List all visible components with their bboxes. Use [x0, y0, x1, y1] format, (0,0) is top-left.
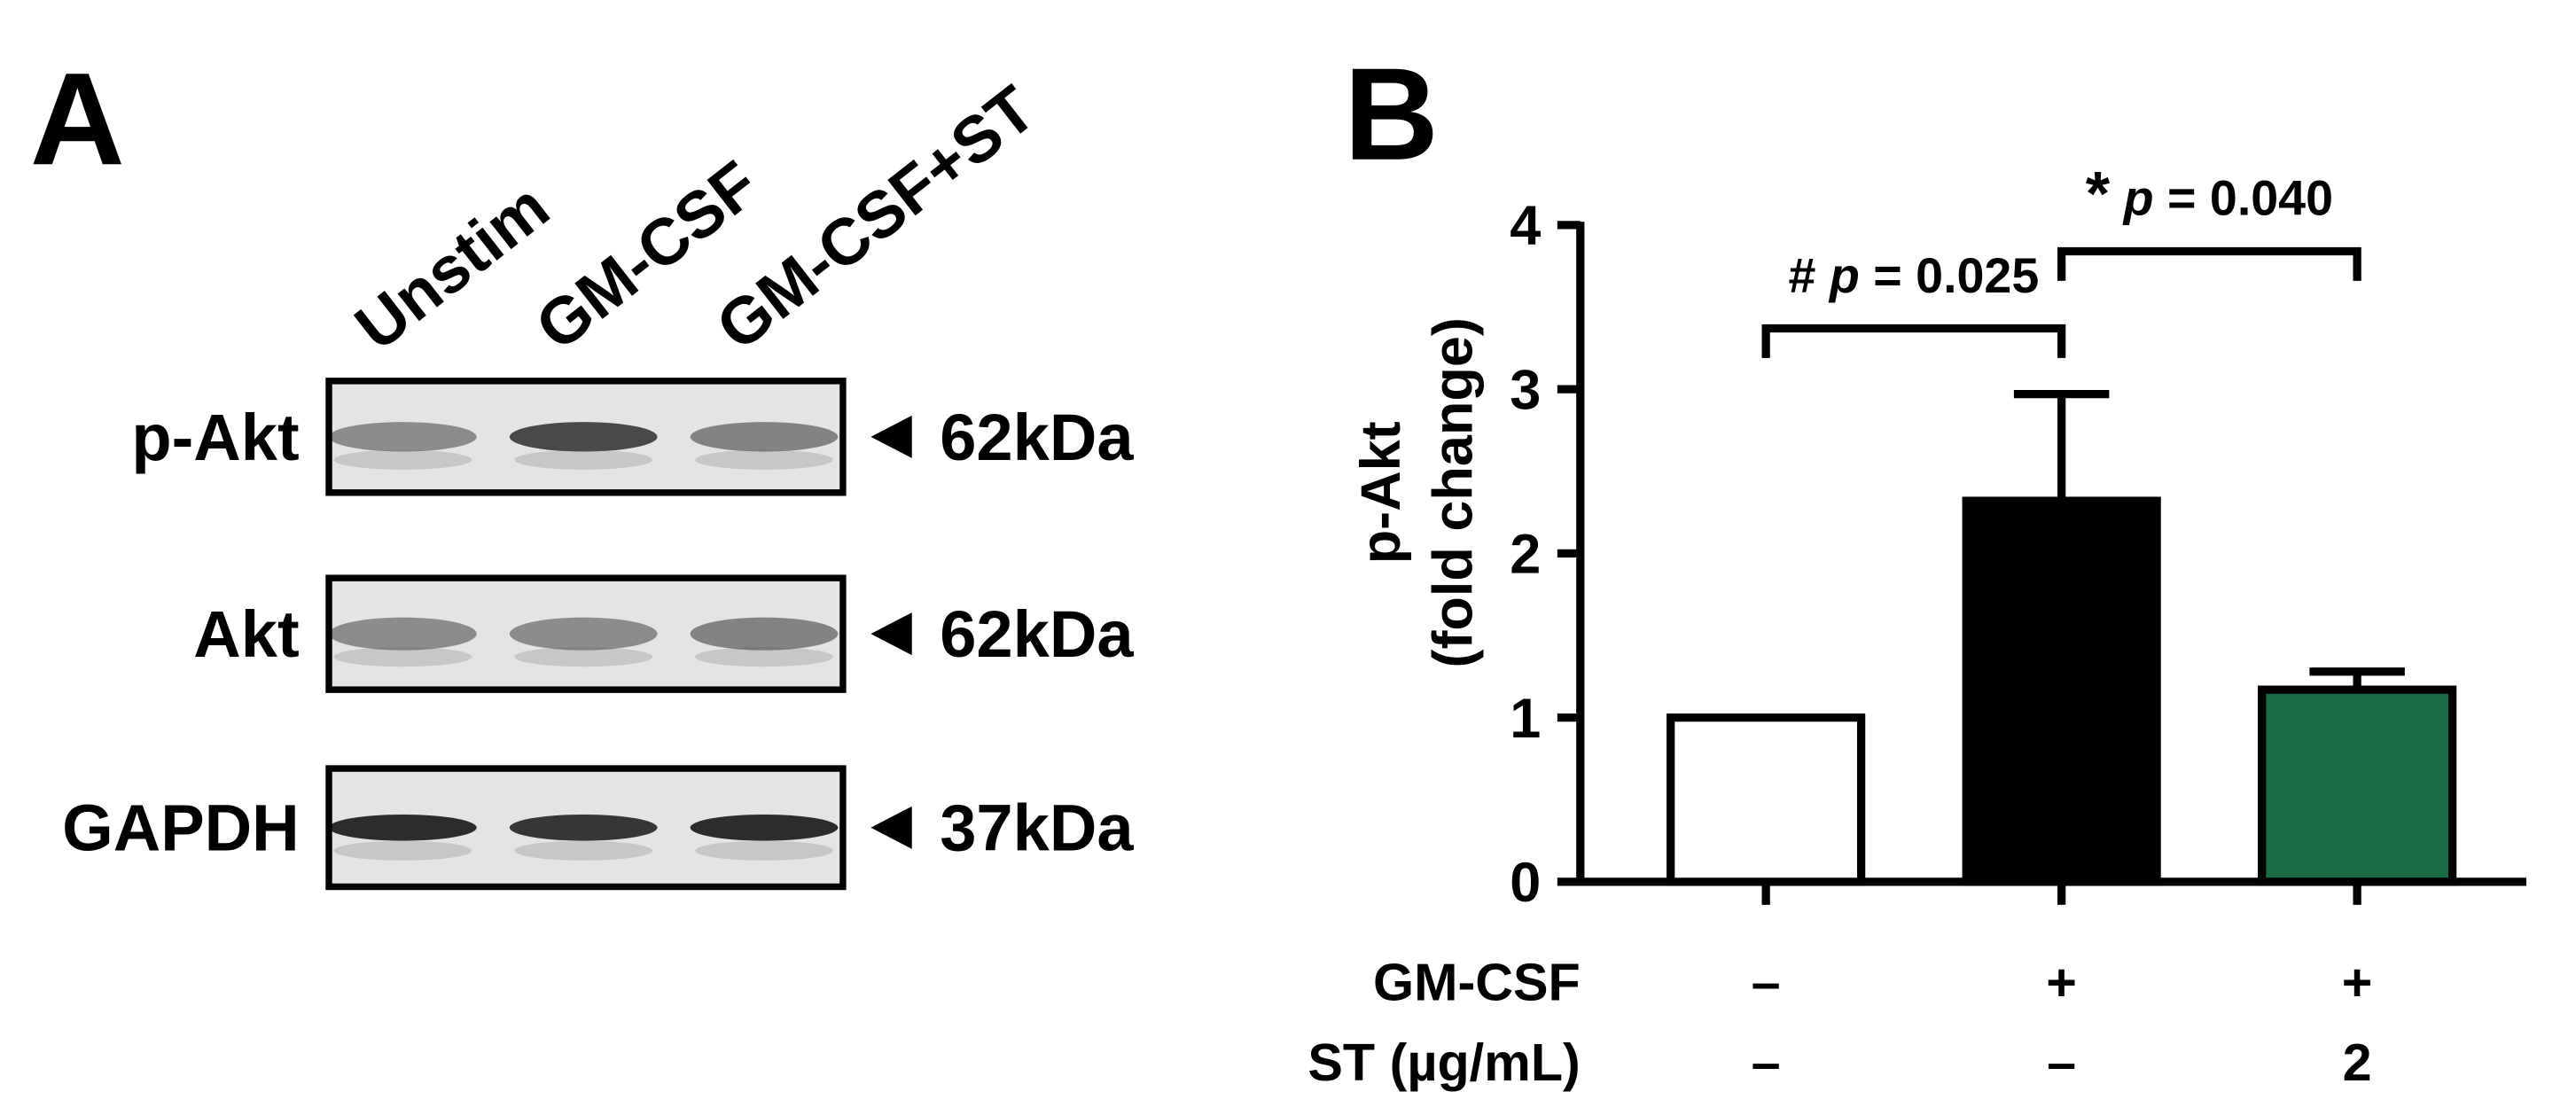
p-value: = 0.040: [2167, 171, 2333, 226]
blot-smear: [514, 449, 652, 470]
significance-symbol: #: [1789, 248, 1816, 303]
blot-band: [690, 422, 839, 452]
y-tick-label: 2: [1510, 524, 1541, 586]
blot-band: [509, 422, 658, 452]
blot-smear: [695, 840, 833, 861]
condition-value: –: [1752, 952, 1781, 1011]
y-axis-label: p-Akt: [1350, 421, 1412, 564]
y-tick-label: 4: [1510, 195, 1541, 257]
protein-label: GAPDH: [62, 791, 300, 865]
blot-smear: [333, 840, 472, 861]
blot-band: [329, 814, 477, 841]
significance-bracket: [1761, 324, 2066, 358]
condition-value: –: [2047, 1033, 2076, 1092]
blot-smear: [514, 646, 652, 667]
bar: [1962, 496, 2161, 886]
blot-smear: [333, 449, 472, 470]
blot-frame: [325, 765, 847, 891]
size-label: 37kDa: [940, 791, 1134, 865]
bar: [2258, 685, 2457, 886]
bar: [1667, 713, 1866, 886]
condition-value: –: [1752, 1033, 1781, 1092]
protein-label: Akt: [193, 597, 299, 671]
condition-value: +: [2342, 952, 2373, 1011]
protein-label: p-Akt: [131, 401, 299, 474]
blot-band: [329, 422, 477, 452]
error-bar: [2013, 390, 2110, 502]
panel-label: A: [30, 46, 125, 192]
blot-band: [690, 617, 839, 651]
p-symbol: p: [2122, 171, 2154, 226]
y-axis-label: (fold change): [1423, 317, 1485, 667]
blot-band: [509, 814, 658, 841]
blot-smear: [514, 840, 652, 861]
significance-label: * p = 0.040: [2086, 159, 2333, 229]
condition-name: GM-CSF: [1373, 952, 1581, 1011]
blot-band: [509, 617, 658, 651]
significance-label: # p = 0.025: [1789, 248, 2040, 303]
error-bar: [2309, 667, 2405, 690]
arrowhead: [870, 415, 912, 458]
blot-smear: [333, 646, 472, 667]
size-label: 62kDa: [940, 401, 1134, 474]
panel-label: B: [1344, 42, 1439, 188]
significance-symbol: *: [2086, 159, 2111, 229]
arrowhead: [870, 612, 912, 656]
p-symbol: p: [1828, 248, 1860, 303]
condition-name: ST (µg/mL): [1308, 1033, 1580, 1092]
blot-band: [329, 617, 477, 651]
blot-frame: [325, 378, 847, 496]
arrowhead: [870, 806, 912, 849]
significance-bracket: [2057, 246, 2361, 281]
blot-frame: [325, 574, 847, 693]
y-tick-label: 3: [1510, 359, 1541, 421]
lane-label: Unstim: [341, 169, 562, 364]
blot-smear: [695, 646, 833, 667]
condition-value: 2: [2343, 1033, 2372, 1092]
condition-value: +: [2046, 952, 2077, 1011]
size-label: 62kDa: [940, 597, 1134, 671]
blot-band: [690, 814, 839, 841]
y-tick-label: 0: [1510, 852, 1541, 914]
p-value: = 0.025: [1873, 248, 2039, 303]
y-tick-label: 1: [1510, 688, 1541, 750]
blot-smear: [695, 449, 833, 470]
